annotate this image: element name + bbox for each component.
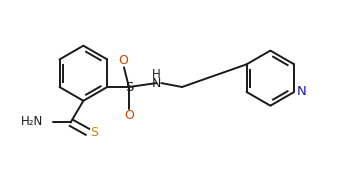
Text: N: N bbox=[152, 77, 161, 90]
Text: H₂N: H₂N bbox=[21, 115, 43, 128]
Text: O: O bbox=[124, 109, 134, 122]
Text: H: H bbox=[152, 68, 161, 81]
Text: O: O bbox=[118, 54, 128, 67]
Text: S: S bbox=[90, 126, 98, 139]
Text: N: N bbox=[297, 85, 307, 98]
Text: S: S bbox=[125, 80, 133, 93]
